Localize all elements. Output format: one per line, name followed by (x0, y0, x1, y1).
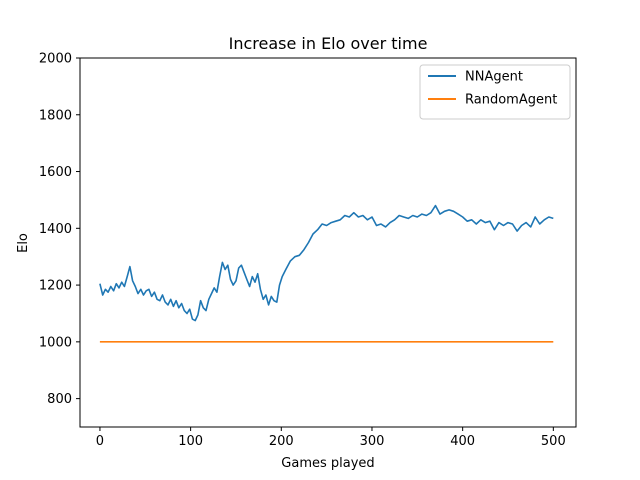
y-axis-title: Elo (16, 233, 31, 253)
y-tick-label: 1800 (39, 108, 72, 123)
y-tick-label: 1400 (39, 222, 72, 237)
x-tick-label: 500 (541, 434, 566, 449)
x-tick-label: 200 (269, 434, 294, 449)
plot-frame (79, 57, 577, 428)
x-axis-title: Games played (281, 456, 374, 471)
y-tick-label: 1200 (39, 279, 72, 294)
nnagent-series-line (99, 204, 554, 322)
y-tick-label: 1000 (39, 335, 72, 350)
x-tick-label: 300 (360, 434, 385, 449)
y-tick-label: 1600 (39, 165, 72, 180)
y-tick-label: 2000 (39, 52, 72, 67)
x-tick-label: 0 (96, 434, 104, 449)
x-tick-label: 400 (450, 434, 475, 449)
legend: NNAgent RandomAgent (419, 64, 571, 120)
legend-box (419, 64, 571, 120)
legend-label-randomagent: RandomAgent (465, 93, 557, 108)
x-tick-label: 100 (178, 434, 203, 449)
x-axis: 0 100 200 300 400 500 (96, 427, 566, 449)
y-axis: 800 1000 1200 1400 1600 1800 2000 (39, 52, 80, 407)
y-tick-label: 800 (47, 392, 72, 407)
legend-label-nnagent: NNAgent (465, 70, 523, 85)
series-layer (99, 204, 554, 343)
chart-title: Increase in Elo over time (229, 34, 428, 53)
